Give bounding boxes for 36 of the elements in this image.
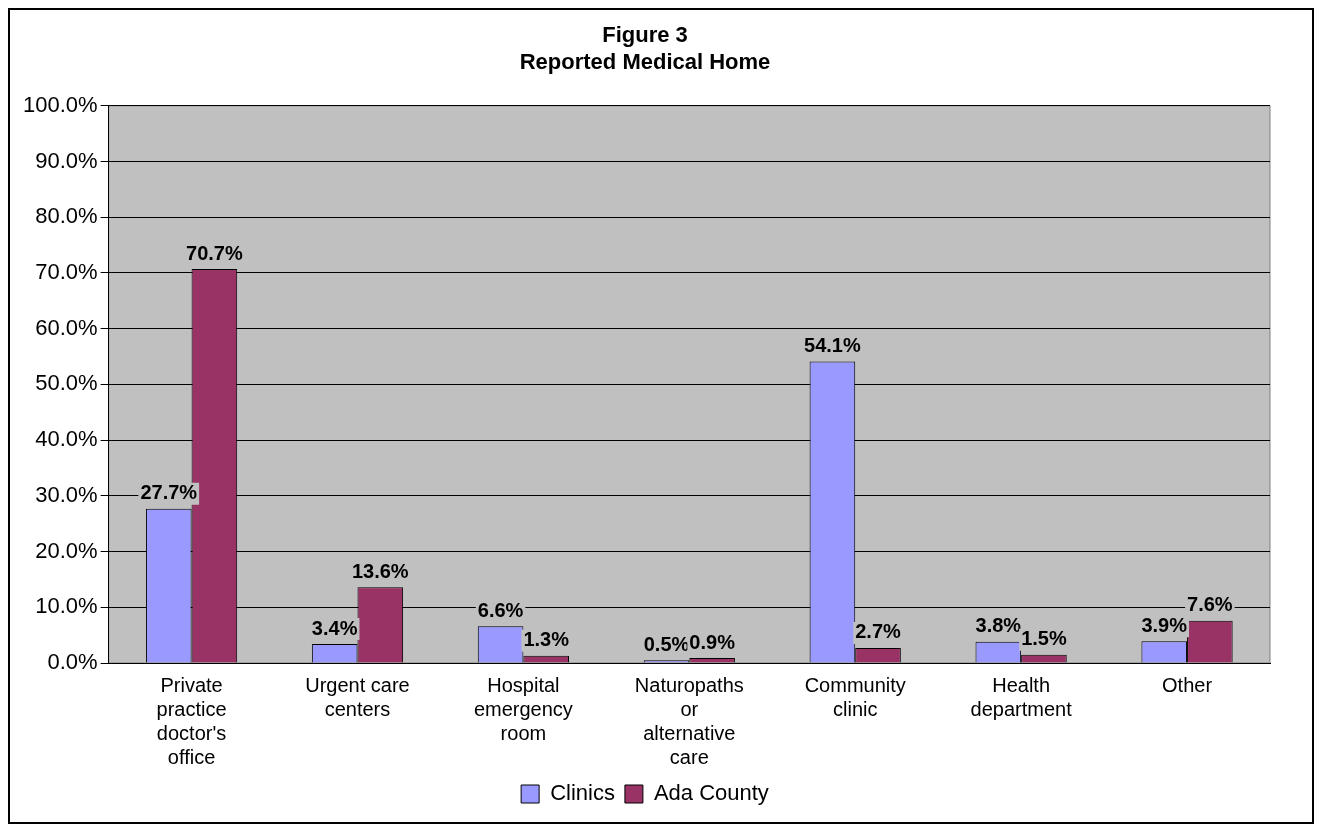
y-tick-label: 70.0%	[35, 259, 98, 285]
y-tick-label: 10.0%	[35, 593, 98, 619]
data-label: 0.5%	[643, 632, 690, 655]
y-tick-label: 100.0%	[22, 91, 98, 117]
data-label: 3.9%	[1141, 613, 1188, 636]
x-tick-label: Health department	[970, 673, 1073, 720]
data-label: 3.8%	[975, 614, 1022, 637]
data-label: 1.3%	[523, 628, 570, 651]
data-label: 6.6%	[477, 598, 524, 621]
y-tick-label: 30.0%	[35, 481, 98, 507]
legend-label: Ada County	[653, 780, 769, 806]
data-label: 27.7%	[140, 481, 198, 504]
data-label: 13.6%	[351, 559, 409, 582]
y-tick-label: 80.0%	[35, 203, 98, 229]
y-tick-label: 20.0%	[35, 537, 98, 563]
chart-title: Figure 3	[602, 22, 688, 48]
data-label: 1.5%	[1021, 627, 1067, 650]
x-tick-label: Private practice doctor's office	[156, 673, 227, 768]
legend-label: Clinics	[550, 780, 615, 806]
data-label: 70.7%	[186, 241, 243, 264]
data-label: 3.4%	[311, 616, 358, 639]
y-tick-label: 40.0%	[35, 426, 98, 452]
y-tick-label: 90.0%	[35, 147, 98, 173]
x-tick-label: Other	[1162, 673, 1213, 696]
data-label: 0.9%	[689, 630, 736, 653]
data-label: 2.7%	[855, 620, 902, 643]
x-tick-label: Urgent care centers	[305, 673, 410, 720]
x-tick-label: Naturopaths or alternative care	[634, 673, 744, 768]
data-label: 7.6%	[1187, 593, 1233, 616]
x-tick-label: Hospital emergency room	[473, 673, 573, 744]
y-tick-label: 0.0%	[47, 649, 98, 675]
chart-subtitle: Reported Medical Home	[519, 48, 771, 74]
y-tick-label: 50.0%	[35, 370, 98, 396]
data-label: 54.1%	[804, 334, 861, 357]
y-tick-label: 60.0%	[35, 314, 98, 340]
x-tick-label: Community clinic	[804, 673, 906, 720]
